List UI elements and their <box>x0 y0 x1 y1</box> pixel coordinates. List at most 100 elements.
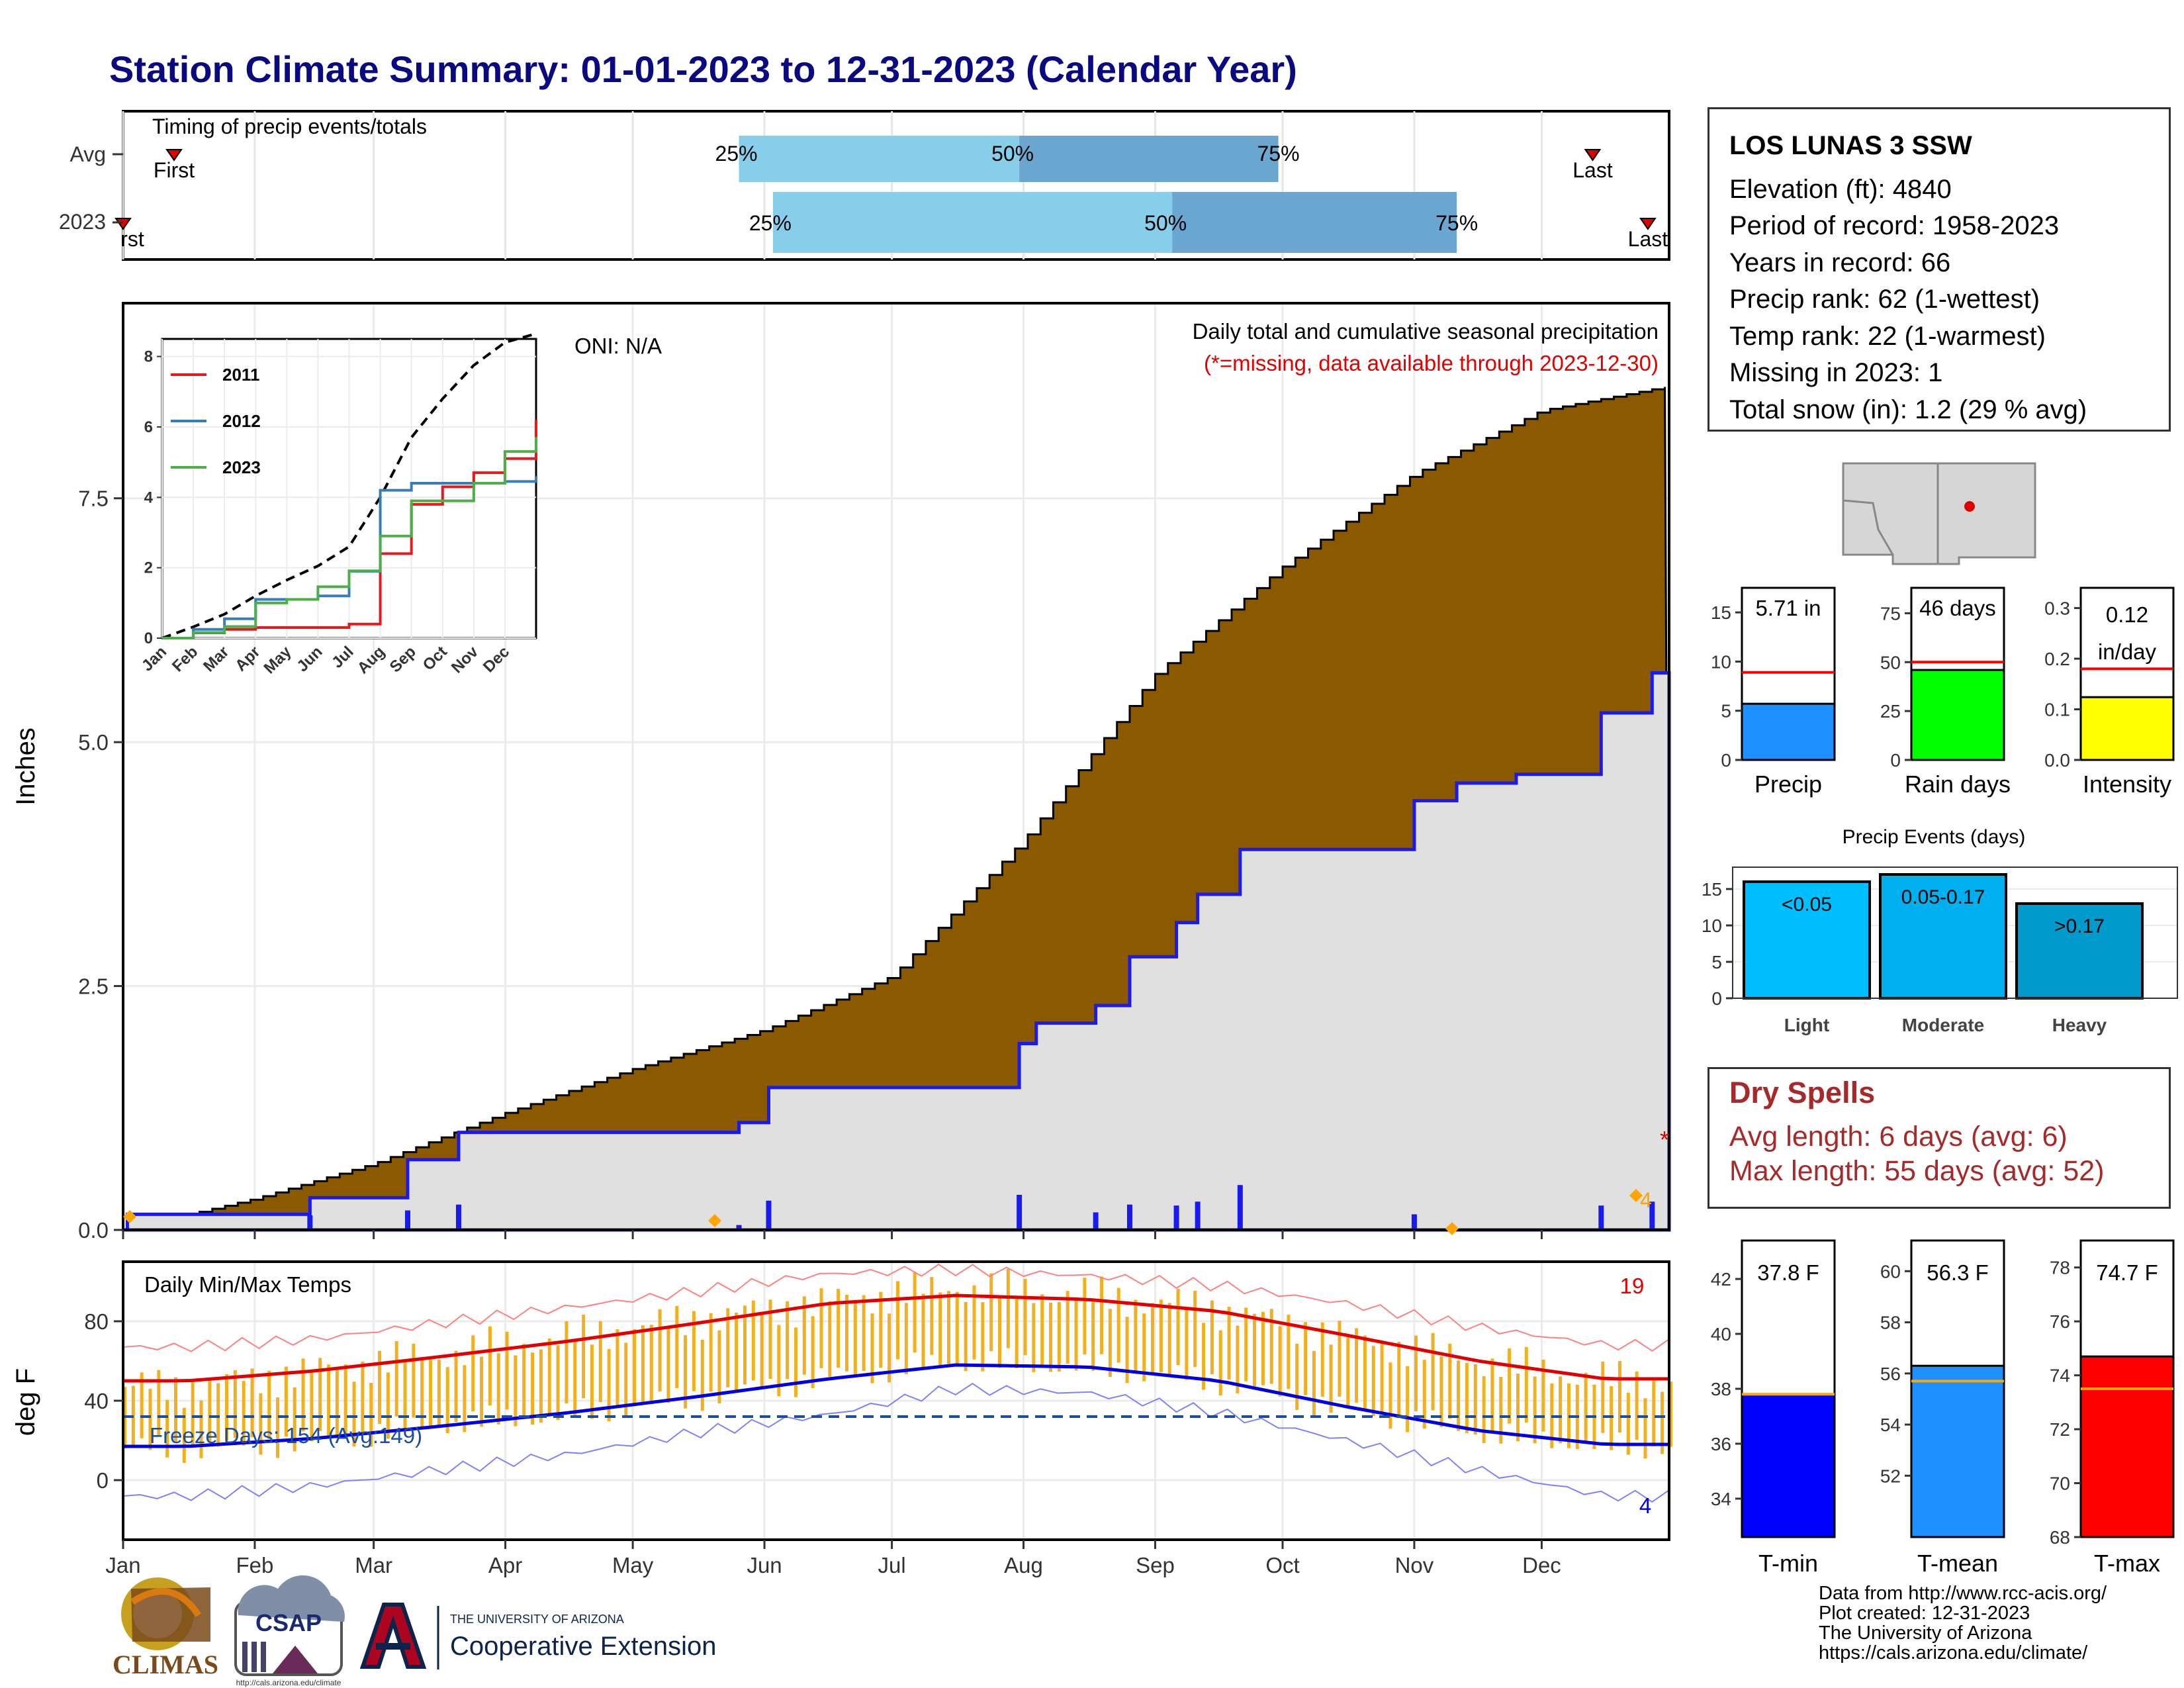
temp-range-bar <box>352 1382 356 1447</box>
temp-range-bar <box>463 1365 467 1432</box>
temp-range-bar <box>165 1399 169 1458</box>
temp-range-bar <box>284 1366 288 1437</box>
temp-range-bar <box>735 1312 739 1390</box>
inset-lines <box>161 332 537 639</box>
temp-range-bar <box>1253 1313 1257 1387</box>
temp-range-bar <box>904 1303 908 1375</box>
events-ytick-label: 0 <box>1711 988 1722 1009</box>
temp-range-bar <box>233 1370 237 1438</box>
temp-range-bar <box>1329 1344 1333 1413</box>
temp-range-bar <box>1397 1341 1401 1415</box>
temp-range-bar <box>1465 1362 1469 1433</box>
temp-range-bar <box>259 1393 263 1455</box>
timing-bar-50-75 <box>1019 136 1279 182</box>
inset-ytick-label: 4 <box>144 489 154 506</box>
climas-logo: CLIMAS <box>113 1577 218 1679</box>
temp-range-bar <box>216 1383 220 1447</box>
temp-range-bar <box>1533 1376 1537 1444</box>
summary-label: Intensity <box>2083 771 2171 798</box>
summary-value-bar <box>2079 696 2175 761</box>
temp-range-bar <box>565 1321 569 1404</box>
snow-marker <box>708 1214 721 1227</box>
temp-range-bar <box>403 1362 407 1431</box>
dry-spells-title: Dry Spells <box>1729 1076 1876 1109</box>
temp-range-bar <box>140 1372 144 1438</box>
temp-range-bar <box>615 1329 619 1407</box>
daily-precip-bar <box>1195 1201 1201 1230</box>
temp-range-bar <box>1363 1335 1367 1409</box>
temp-range-bar <box>582 1315 586 1399</box>
station-name: LOS LUNAS 3 SSW <box>1729 131 1972 160</box>
temp-range-bar <box>1669 1382 1672 1447</box>
summary-ytick-label: 36 <box>1711 1434 1731 1454</box>
temp-range-bar <box>870 1313 874 1383</box>
temp-range-bar <box>1159 1299 1163 1372</box>
summary-ytick-label: 76 <box>2050 1311 2070 1332</box>
summary-ytick-label: 40 <box>1711 1324 1731 1344</box>
temp-range-bar <box>998 1297 1002 1368</box>
inset-legend: 2011 2012 2023 <box>171 365 261 477</box>
temp-range-bar <box>658 1309 662 1391</box>
precip-ytick-label: 2.5 <box>78 974 109 999</box>
first-label: First <box>154 158 195 182</box>
events-category: Light <box>1784 1015 1829 1035</box>
temp-range-bar <box>1355 1328 1359 1403</box>
last-marker <box>1584 149 1602 162</box>
last-label: Last <box>1572 158 1613 182</box>
daily-precip-bar <box>1237 1185 1243 1230</box>
temp-range-bar <box>505 1331 509 1410</box>
temp-range-bar <box>174 1377 178 1442</box>
summary-ytick-label: 38 <box>1711 1379 1731 1399</box>
timing-bar-50-75 <box>1172 192 1457 253</box>
pct-75-label: 75% <box>1257 142 1300 165</box>
temp-range-bar <box>225 1374 229 1441</box>
credits: Data from http://www.rcc-acis.org/ Plot … <box>1819 1583 2107 1663</box>
temp-range-bar <box>361 1361 365 1432</box>
summary-value-bar <box>2079 1355 2175 1538</box>
inset-ytick-label: 0 <box>144 630 153 647</box>
credit-created: Plot created: 12-31-2023 <box>1819 1603 2030 1624</box>
summary-value-text: 46 days <box>1919 596 1996 620</box>
precip-panel: 0.0 2.5 5.0 7.5 Inches ONI: N/A Daily total… <box>11 302 1671 1243</box>
summary-ytick-label: 0.3 <box>2044 598 2070 619</box>
temp-range-bar <box>445 1367 449 1434</box>
temp-range-bar <box>700 1339 704 1411</box>
temp-range-bar <box>1083 1278 1087 1355</box>
temp-range-bar <box>675 1305 679 1389</box>
timing-bar-25-50 <box>772 192 1173 253</box>
timing-row-avg: Avg <box>69 142 106 166</box>
tmax-summary-bar: 68 70 72 74 76 78 74.7 F T-max <box>2050 1239 2175 1577</box>
temp-range-bar <box>760 1313 764 1389</box>
temp-daily-bars <box>123 1268 1672 1464</box>
temp-range-bar <box>802 1296 806 1375</box>
temp-range-bar <box>471 1335 475 1412</box>
tmean-summary-bar: 52 54 56 58 60 56.3 F T-mean <box>1880 1239 2005 1577</box>
ua-logo: THE UNIVERSITY OF ARIZONA Cooperative Ex… <box>359 1603 716 1669</box>
temp-range-bar <box>666 1326 670 1403</box>
daily-precip-bar <box>404 1210 410 1230</box>
temp-range-bar <box>989 1273 993 1352</box>
temp-range-bar <box>1524 1346 1528 1423</box>
temp-range-bar <box>242 1381 246 1446</box>
summary-ytick-label: 0.0 <box>2044 750 2070 771</box>
first-marker <box>165 149 183 162</box>
temp-range-bar <box>1202 1323 1206 1390</box>
temp-range-bar <box>717 1330 721 1403</box>
station-years: Years in record: 66 <box>1729 248 1951 277</box>
temp-range-bar <box>1193 1290 1197 1368</box>
temp-range-bar <box>1414 1335 1418 1411</box>
month-axis: Jan Feb Mar Apr May Jun Jul Aug Sep Oct Nov Dec <box>105 1553 1561 1577</box>
month-label: Sep <box>1136 1553 1175 1577</box>
temp-range-bar <box>896 1281 899 1360</box>
first-marker <box>114 218 132 230</box>
temp-range-bar <box>1601 1362 1605 1433</box>
temp-range-bar <box>598 1321 602 1403</box>
record-max-line <box>122 1263 1670 1352</box>
daily-precip-bar <box>1173 1205 1179 1230</box>
record-min-line <box>122 1382 1670 1503</box>
avg-max-line <box>123 1293 1669 1383</box>
summary-ytick-label: 54 <box>1880 1415 1901 1435</box>
temp-range-bar <box>607 1348 611 1422</box>
csap-logo: CSAP http://cals.arizona.edu/climate <box>234 1575 345 1687</box>
pct-25-label: 25% <box>749 211 792 235</box>
